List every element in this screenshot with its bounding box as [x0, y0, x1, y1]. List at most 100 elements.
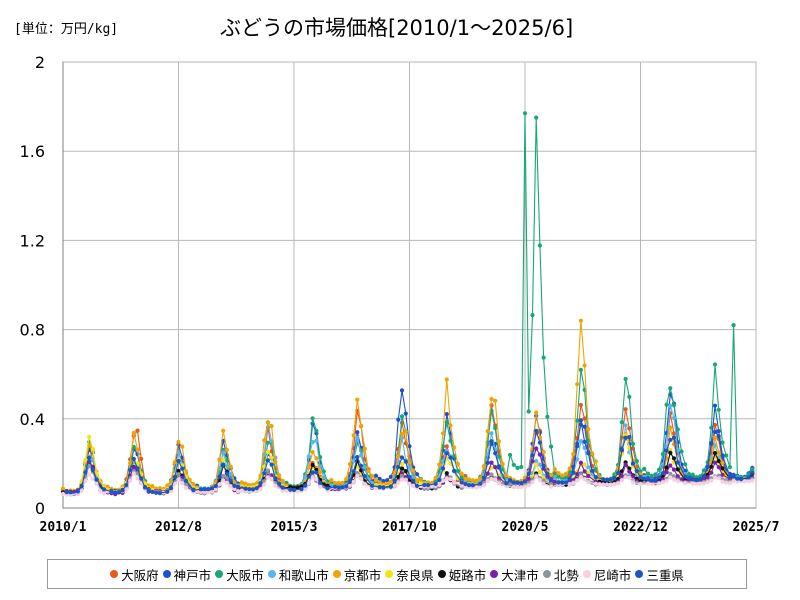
data-point-7 [716, 458, 721, 464]
data-point-5 [552, 467, 557, 472]
data-point-4 [575, 457, 580, 462]
data-point-10 [176, 477, 181, 482]
data-point-5 [347, 462, 352, 467]
data-point-11 [668, 437, 673, 442]
data-point-3 [679, 449, 684, 454]
data-point-11 [142, 485, 148, 490]
data-point-5 [716, 450, 721, 455]
data-point-6 [87, 434, 92, 439]
data-point-11 [228, 478, 233, 483]
data-point-5 [578, 318, 584, 323]
data-point-5 [407, 460, 412, 465]
data-point-10 [98, 488, 103, 493]
data-point-11 [176, 458, 181, 464]
data-point-11 [120, 488, 125, 493]
data-point-7 [671, 456, 677, 461]
data-point-10 [351, 479, 356, 484]
data-point-3 [716, 407, 721, 412]
data-point-5 [217, 457, 222, 462]
data-point-5 [440, 431, 446, 436]
data-point-11 [359, 463, 364, 468]
data-point-10 [712, 475, 718, 480]
data-point-5 [437, 462, 442, 467]
data-point-10 [489, 476, 494, 481]
data-point-11 [537, 440, 543, 445]
data-point-6 [83, 457, 88, 462]
data-point-11 [563, 480, 569, 485]
data-point-11 [75, 489, 80, 494]
y-tick-label: 1.2 [20, 231, 45, 250]
data-point-8 [493, 465, 498, 470]
data-point-8 [623, 462, 628, 467]
data-point-11 [94, 477, 99, 482]
data-point-11 [433, 481, 438, 486]
data-point-10 [742, 479, 747, 484]
data-point-10 [284, 488, 289, 493]
data-point-11 [206, 487, 211, 492]
legend-swatch [215, 570, 224, 578]
data-point-10 [101, 491, 107, 496]
data-point-11 [250, 487, 256, 492]
data-point-11 [288, 487, 293, 492]
data-point-3 [552, 471, 557, 476]
data-point-11 [68, 490, 73, 495]
data-point-4 [366, 477, 371, 482]
legend-label: 三重県 [646, 567, 684, 583]
y-tick-label: 0.4 [20, 410, 45, 429]
data-point-4 [623, 423, 628, 428]
data-point-4 [314, 438, 319, 443]
legend-item-2: 神戸市 [162, 565, 211, 584]
data-point-11 [444, 451, 449, 456]
data-point-7 [675, 467, 680, 472]
data-point-11 [150, 489, 155, 495]
data-point-10 [571, 481, 576, 486]
data-point-11 [422, 482, 427, 488]
data-point-11 [254, 486, 259, 491]
data-point-11 [612, 476, 617, 481]
data-point-11 [209, 486, 215, 491]
data-point-10 [217, 482, 222, 487]
data-point-11 [243, 486, 248, 491]
data-point-10 [437, 482, 442, 487]
data-point-11 [310, 470, 315, 475]
data-point-10 [232, 486, 237, 491]
data-point-10 [90, 476, 95, 481]
data-point-11 [157, 491, 162, 496]
data-point-10 [522, 484, 528, 489]
data-point-10 [440, 478, 446, 483]
data-point-10 [698, 481, 703, 486]
data-point-11 [504, 481, 509, 486]
data-point-3 [549, 444, 554, 449]
data-point-3 [686, 471, 692, 477]
data-point-5 [165, 483, 170, 488]
data-point-5 [310, 449, 315, 455]
data-point-3 [660, 452, 666, 457]
data-point-3 [452, 453, 457, 458]
data-point-8 [705, 475, 710, 480]
data-point-3 [645, 471, 651, 476]
data-point-5 [582, 363, 587, 368]
data-point-11 [344, 484, 349, 489]
data-point-4 [221, 450, 226, 455]
data-point-10 [221, 478, 226, 483]
data-point-2 [414, 472, 420, 477]
data-point-11 [388, 484, 393, 489]
data-point-5 [318, 469, 323, 474]
data-point-5 [560, 473, 565, 478]
data-point-5 [366, 469, 371, 474]
data-point-8 [526, 476, 531, 481]
data-point-11 [485, 460, 490, 465]
data-point-5 [712, 435, 718, 440]
data-point-11 [198, 487, 203, 492]
data-point-10 [459, 483, 464, 488]
data-point-11 [101, 487, 107, 492]
data-point-10 [567, 482, 572, 487]
data-point-11 [534, 428, 539, 433]
data-point-3 [623, 376, 628, 382]
data-point-10 [534, 474, 539, 479]
data-point-5 [180, 444, 185, 449]
data-point-9 [508, 482, 513, 487]
data-point-11 [191, 488, 196, 493]
data-point-11 [686, 475, 692, 480]
data-point-3 [519, 464, 524, 470]
